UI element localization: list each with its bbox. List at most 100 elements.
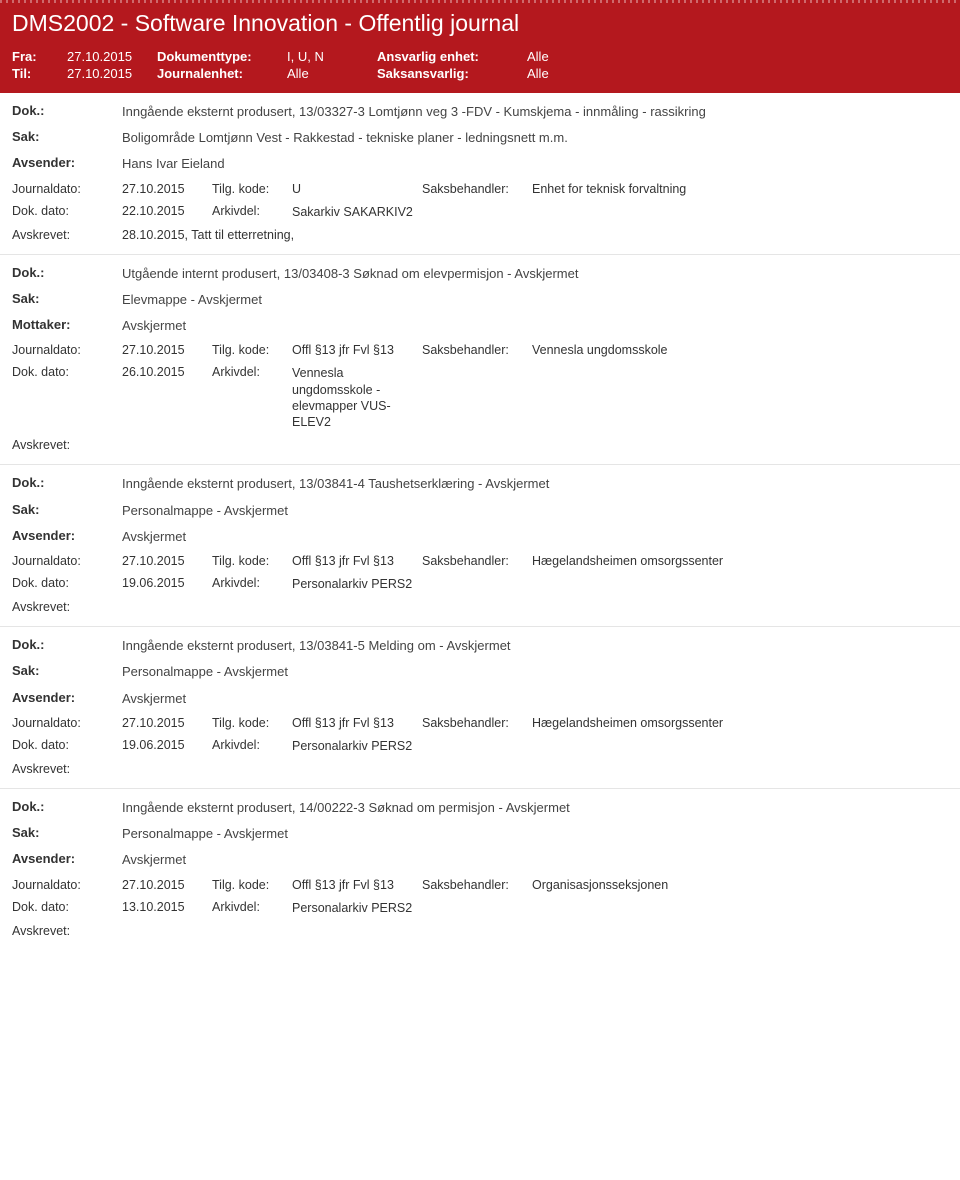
journaldato-label: Journaldato: xyxy=(12,554,122,568)
journaldato-value: 27.10.2015 xyxy=(122,716,212,730)
arkivdel-label: Arkivdel: xyxy=(212,900,292,914)
journalenhet-value: Alle xyxy=(287,66,377,81)
dokdato-value: 19.06.2015 xyxy=(122,738,212,752)
party-label: Avsender: xyxy=(12,851,122,866)
sak-label: Sak: xyxy=(12,291,122,306)
journal-entry: Dok.: Inngående eksternt produsert, 13/0… xyxy=(0,464,960,626)
tilgkode-value: U xyxy=(292,182,422,196)
page-header: DMS2002 - Software Innovation - Offentli… xyxy=(0,0,960,93)
party-value: Avskjermet xyxy=(122,690,186,708)
journaldato-value: 27.10.2015 xyxy=(122,182,212,196)
header-row-2: Til: 27.10.2015 Journalenhet: Alle Saksa… xyxy=(12,66,948,81)
dok-label: Dok.: xyxy=(12,475,122,490)
sak-value: Elevmappe - Avskjermet xyxy=(122,291,262,309)
fra-label: Fra: xyxy=(12,49,67,64)
avskrevet-label: Avskrevet: xyxy=(12,762,122,776)
sak-label: Sak: xyxy=(12,502,122,517)
page-title: DMS2002 - Software Innovation - Offentli… xyxy=(12,10,948,37)
party-label: Avsender: xyxy=(12,690,122,705)
journaldato-value: 27.10.2015 xyxy=(122,343,212,357)
avskrevet-label: Avskrevet: xyxy=(12,600,122,614)
party-label: Mottaker: xyxy=(12,317,122,332)
dok-label: Dok.: xyxy=(12,265,122,280)
saksbehandler-value: Hægelandsheimen omsorgssenter xyxy=(532,716,948,730)
dok-value: Inngående eksternt produsert, 13/03841-5… xyxy=(122,637,511,655)
arkivdel-value: Personalarkiv PERS2 xyxy=(292,738,422,754)
party-value: Avskjermet xyxy=(122,851,186,869)
arkivdel-value: Personalarkiv PERS2 xyxy=(292,576,422,592)
journal-entry: Dok.: Inngående eksternt produsert, 14/0… xyxy=(0,788,960,950)
dokdato-label: Dok. dato: xyxy=(12,576,122,590)
saksbehandler-label: Saksbehandler: xyxy=(422,878,532,892)
dokdato-value: 22.10.2015 xyxy=(122,204,212,218)
doktype-label: Dokumenttype: xyxy=(157,49,287,64)
dokdato-label: Dok. dato: xyxy=(12,900,122,914)
doktype-value: I, U, N xyxy=(287,49,377,64)
sak-label: Sak: xyxy=(12,129,122,144)
sak-value: Boligområde Lomtjønn Vest - Rakkestad - … xyxy=(122,129,568,147)
saksbehandler-value: Organisasjonsseksjonen xyxy=(532,878,948,892)
journaldato-label: Journaldato: xyxy=(12,716,122,730)
dokdato-label: Dok. dato: xyxy=(12,204,122,218)
arkivdel-value: Personalarkiv PERS2 xyxy=(292,900,422,916)
saksbehandler-label: Saksbehandler: xyxy=(422,554,532,568)
arkivdel-value: Vennesla ungdomsskole - elevmapper VUS-E… xyxy=(292,365,422,430)
journaldato-label: Journaldato: xyxy=(12,343,122,357)
party-label: Avsender: xyxy=(12,155,122,170)
dokdato-label: Dok. dato: xyxy=(12,365,122,379)
arkivdel-label: Arkivdel: xyxy=(212,204,292,218)
sak-value: Personalmappe - Avskjermet xyxy=(122,502,288,520)
tilgkode-label: Tilg. kode: xyxy=(212,182,292,196)
party-value: Hans Ivar Eieland xyxy=(122,155,225,173)
header-row-1: Fra: 27.10.2015 Dokumenttype: I, U, N An… xyxy=(12,49,948,64)
journal-entry: Dok.: Utgående internt produsert, 13/034… xyxy=(0,254,960,465)
saksbehandler-value: Hægelandsheimen omsorgssenter xyxy=(532,554,948,568)
saksbehandler-label: Saksbehandler: xyxy=(422,343,532,357)
ansvarlig-label: Ansvarlig enhet: xyxy=(377,49,527,64)
dok-value: Inngående eksternt produsert, 13/03327-3… xyxy=(122,103,706,121)
saksbehandler-label: Saksbehandler: xyxy=(422,182,532,196)
dokdato-value: 13.10.2015 xyxy=(122,900,212,914)
saksbehandler-value: Vennesla ungdomsskole xyxy=(532,343,948,357)
arkivdel-value: Sakarkiv SAKARKIV2 xyxy=(292,204,422,220)
tilgkode-label: Tilg. kode: xyxy=(212,716,292,730)
dok-label: Dok.: xyxy=(12,799,122,814)
party-value: Avskjermet xyxy=(122,317,186,335)
dok-value: Inngående eksternt produsert, 14/00222-3… xyxy=(122,799,570,817)
party-value: Avskjermet xyxy=(122,528,186,546)
tilgkode-label: Tilg. kode: xyxy=(212,554,292,568)
saksansvarlig-value: Alle xyxy=(527,66,587,81)
dok-label: Dok.: xyxy=(12,103,122,118)
ansvarlig-value: Alle xyxy=(527,49,587,64)
sak-value: Personalmappe - Avskjermet xyxy=(122,825,288,843)
journal-entry: Dok.: Inngående eksternt produsert, 13/0… xyxy=(0,626,960,788)
sak-value: Personalmappe - Avskjermet xyxy=(122,663,288,681)
dok-value: Utgående internt produsert, 13/03408-3 S… xyxy=(122,265,578,283)
tilgkode-label: Tilg. kode: xyxy=(212,878,292,892)
sak-label: Sak: xyxy=(12,663,122,678)
journal-entry: Dok.: Inngående eksternt produsert, 13/0… xyxy=(0,93,960,254)
journaldato-value: 27.10.2015 xyxy=(122,554,212,568)
sak-label: Sak: xyxy=(12,825,122,840)
dok-value: Inngående eksternt produsert, 13/03841-4… xyxy=(122,475,549,493)
journalenhet-label: Journalenhet: xyxy=(157,66,287,81)
journaldato-value: 27.10.2015 xyxy=(122,878,212,892)
tilgkode-value: Offl §13 jfr Fvl §13 xyxy=(292,343,422,357)
journaldato-label: Journaldato: xyxy=(12,878,122,892)
tilgkode-value: Offl §13 jfr Fvl §13 xyxy=(292,716,422,730)
arkivdel-label: Arkivdel: xyxy=(212,738,292,752)
entries-list: Dok.: Inngående eksternt produsert, 13/0… xyxy=(0,93,960,950)
avskrevet-value: 28.10.2015, Tatt til etterretning, xyxy=(122,228,948,242)
tilgkode-label: Tilg. kode: xyxy=(212,343,292,357)
dokdato-value: 19.06.2015 xyxy=(122,576,212,590)
tilgkode-value: Offl §13 jfr Fvl §13 xyxy=(292,878,422,892)
dokdato-label: Dok. dato: xyxy=(12,738,122,752)
arkivdel-label: Arkivdel: xyxy=(212,576,292,590)
fra-value: 27.10.2015 xyxy=(67,49,157,64)
arkivdel-label: Arkivdel: xyxy=(212,365,292,379)
avskrevet-label: Avskrevet: xyxy=(12,228,122,242)
journaldato-label: Journaldato: xyxy=(12,182,122,196)
til-label: Til: xyxy=(12,66,67,81)
avskrevet-label: Avskrevet: xyxy=(12,924,122,938)
party-label: Avsender: xyxy=(12,528,122,543)
